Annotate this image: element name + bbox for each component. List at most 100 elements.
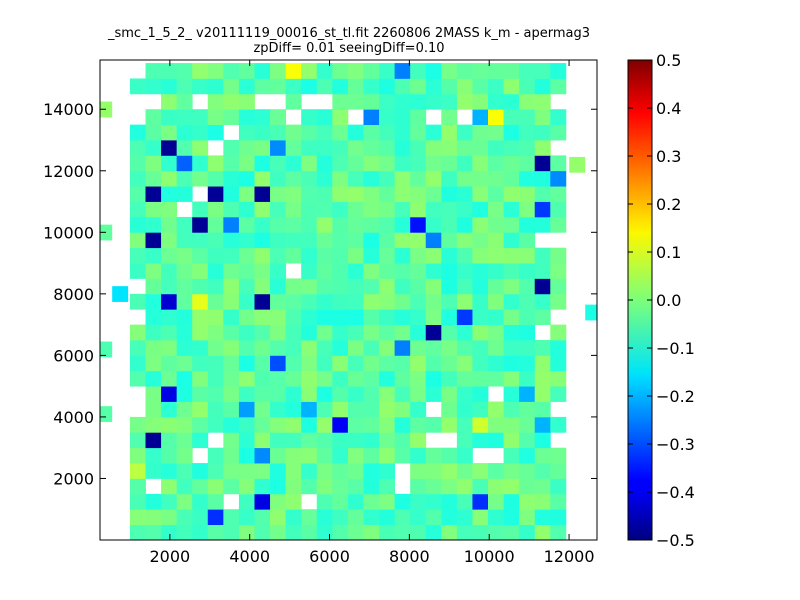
colorbar-tick-label: −0.2 xyxy=(656,387,695,406)
heatmap-cell xyxy=(285,509,302,526)
heatmap-cell xyxy=(456,478,473,495)
heatmap-cell xyxy=(176,216,193,233)
heatmap-cell xyxy=(332,324,349,341)
heatmap-cell xyxy=(379,263,396,279)
heatmap-cell xyxy=(332,78,349,95)
heatmap-cell xyxy=(238,78,255,95)
heatmap-cell xyxy=(129,370,146,387)
heatmap-cell xyxy=(550,63,567,79)
heatmap-cell-outlier xyxy=(270,140,287,156)
heatmap-cell xyxy=(441,509,458,526)
heatmap-cell xyxy=(192,170,209,187)
heatmap-cell xyxy=(285,432,302,449)
heatmap-cell xyxy=(176,386,193,402)
heatmap-cell xyxy=(223,340,240,356)
x-tick-label: 6000 xyxy=(309,547,350,566)
heatmap-cell xyxy=(254,170,271,187)
heatmap-cell xyxy=(456,140,473,156)
heatmap-cell xyxy=(550,293,567,310)
heatmap-cell xyxy=(503,155,520,172)
heatmap-cell xyxy=(207,109,224,126)
heatmap-cell xyxy=(223,478,240,495)
heatmap-cell xyxy=(270,201,287,218)
heatmap-cell xyxy=(488,340,504,356)
heatmap-cell xyxy=(176,524,193,541)
heatmap-cell xyxy=(161,493,178,510)
heatmap-cell xyxy=(503,401,520,418)
heatmap-cell xyxy=(519,509,536,526)
heatmap-cell xyxy=(394,155,411,172)
heatmap-cell xyxy=(238,340,255,356)
heatmap-cell xyxy=(410,109,427,126)
heatmap-cell xyxy=(192,201,209,218)
heatmap-cell xyxy=(550,370,567,387)
heatmap-cell-outlier xyxy=(270,355,287,372)
heatmap-cell-outlier xyxy=(550,170,567,187)
heatmap-cell xyxy=(270,109,287,126)
heatmap-cell xyxy=(379,524,396,541)
heatmap-cell xyxy=(176,232,193,249)
heatmap-cell xyxy=(129,324,146,341)
heatmap-cell xyxy=(488,355,504,372)
heatmap-cell xyxy=(332,447,349,464)
heatmap-cell xyxy=(488,140,504,156)
heatmap-cell xyxy=(519,63,536,79)
heatmap-cell xyxy=(332,216,349,233)
heatmap-cell xyxy=(285,293,302,310)
heatmap-cell xyxy=(441,63,458,79)
colorbar-tick-label: 0.1 xyxy=(656,243,681,262)
heatmap-cell xyxy=(488,63,504,79)
heatmap-cell xyxy=(332,355,349,372)
heatmap-cell-outlier xyxy=(161,293,178,310)
heatmap-cell xyxy=(410,201,427,218)
heatmap-cell xyxy=(332,186,349,202)
heatmap-cell xyxy=(363,355,380,372)
heatmap-cell xyxy=(503,216,520,233)
heatmap-cell xyxy=(519,524,536,541)
heatmap-cell xyxy=(363,78,380,95)
heatmap-cell xyxy=(285,93,302,110)
heatmap-cell xyxy=(301,355,318,372)
heatmap-cell xyxy=(207,493,224,510)
heatmap-cell xyxy=(285,216,302,233)
heatmap-cell xyxy=(363,278,380,295)
heatmap-cell xyxy=(223,524,240,541)
heatmap-cell xyxy=(379,93,396,110)
heatmap-cell xyxy=(223,309,240,326)
heatmap-cell xyxy=(145,340,162,356)
heatmap-cell xyxy=(270,216,287,233)
heatmap-cell xyxy=(207,124,224,141)
heatmap-cell xyxy=(270,63,287,79)
heatmap-cell xyxy=(410,186,427,202)
heatmap-cell-outlier xyxy=(534,201,551,218)
heatmap-cell xyxy=(441,216,458,233)
heatmap-cell xyxy=(332,232,349,249)
heatmap-cell xyxy=(145,155,162,172)
heatmap-cell xyxy=(456,386,473,402)
heatmap-cell xyxy=(472,263,489,279)
heatmap-cell xyxy=(425,247,442,264)
heatmap-cell xyxy=(176,478,193,495)
heatmap-cell xyxy=(285,447,302,464)
heatmap-cell xyxy=(254,370,271,387)
heatmap-cell xyxy=(332,509,349,526)
chart-title: _smc_1_5_2_ v20111119_00016_st_tl.fit 22… xyxy=(107,26,590,56)
heatmap-cell xyxy=(347,355,364,372)
heatmap-cell xyxy=(316,201,333,218)
heatmap-cell xyxy=(488,524,504,541)
heatmap-cell xyxy=(425,63,442,79)
heatmap-cell xyxy=(410,463,427,479)
heatmap-cell xyxy=(254,247,271,264)
heatmap-cell xyxy=(379,155,396,172)
heatmap-cell xyxy=(410,155,427,172)
heatmap-cell xyxy=(550,340,567,356)
heatmap-cell xyxy=(472,401,489,418)
colorbar-tick-label: 0.2 xyxy=(656,195,681,214)
heatmap-cell xyxy=(534,186,551,202)
heatmap-cell xyxy=(332,263,349,279)
heatmap-cell xyxy=(332,293,349,310)
heatmap-cell xyxy=(456,355,473,372)
heatmap-cell xyxy=(192,340,209,356)
heatmap-cell xyxy=(161,78,178,95)
heatmap-cell xyxy=(254,124,271,141)
